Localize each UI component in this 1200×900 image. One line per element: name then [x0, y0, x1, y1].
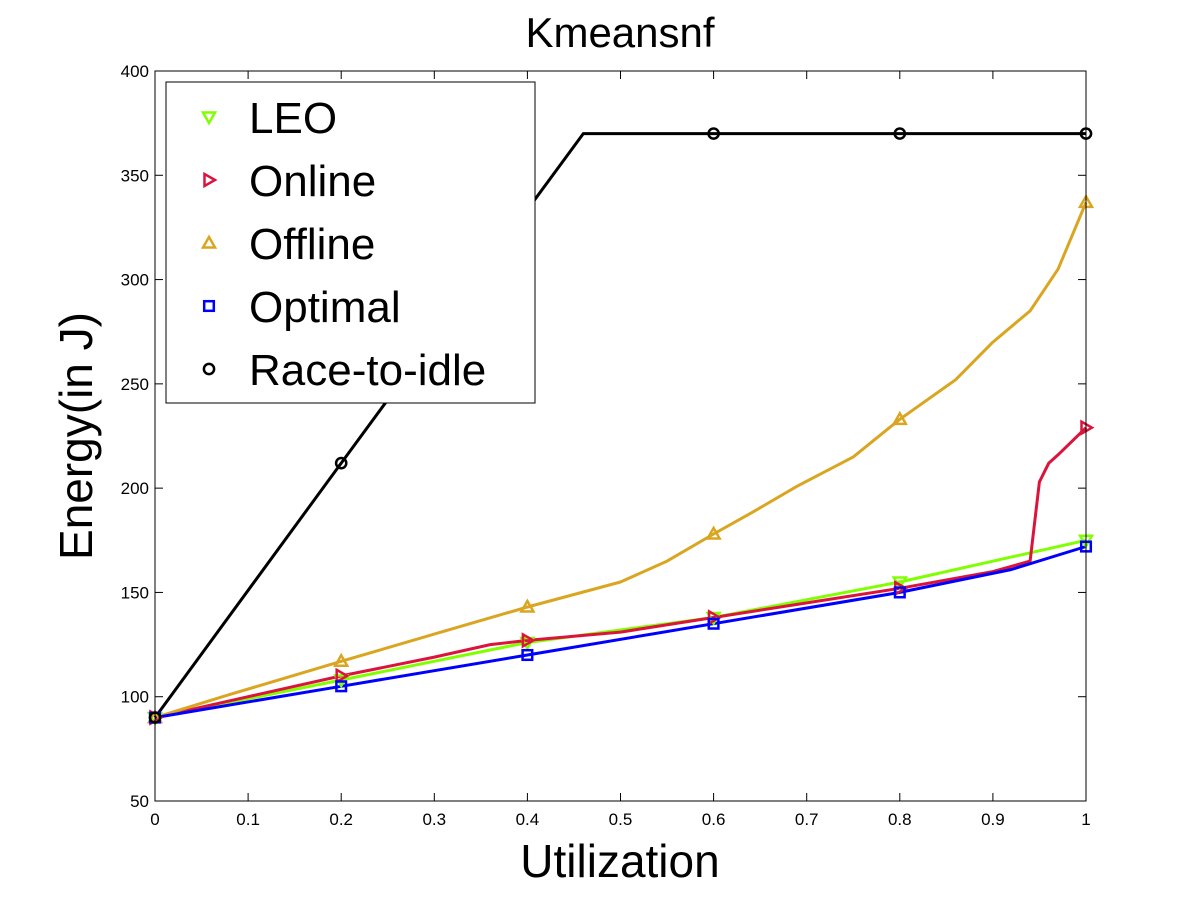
axis-ticks: 0 0.1 0.2 0.3 0.4 0.5 0.6 0.7 0.8 0.9 150100150200… — [121, 62, 1091, 829]
data-point-offline — [519, 598, 536, 613]
data-point-offline — [891, 410, 908, 426]
x-tick-label: 0.1 — [236, 810, 260, 829]
y-tick-label: 350 — [121, 166, 149, 185]
data-point-race-to-idle — [893, 127, 907, 140]
x-tick-label: 0 — [150, 810, 159, 829]
legend-marker-offline — [200, 234, 218, 249]
plot-frame — [154, 70, 1087, 802]
y-tick-label: 50 — [130, 792, 149, 811]
data-point-online — [521, 632, 536, 649]
x-tick-label: 1 — [1081, 810, 1090, 829]
legend-label-offline: Offline — [249, 220, 375, 269]
y-tick-label: 200 — [121, 479, 149, 498]
x-tick-label: 0.6 — [702, 810, 726, 829]
legend-label-online: Online — [249, 157, 376, 206]
chart-title: Kmeansnf — [525, 9, 714, 56]
data-point-online — [1080, 419, 1095, 436]
x-tick-label: 0.7 — [795, 810, 819, 829]
data-point-race-to-idle — [707, 127, 720, 140]
legend: LEO Online Offline Optimal Race-to-idle — [165, 81, 536, 404]
x-tick-label: 0.3 — [422, 810, 446, 829]
y-axis-label: Energy(in J) — [50, 312, 102, 560]
x-tick-label: 0.8 — [888, 810, 912, 829]
data-point-offline — [333, 652, 350, 668]
legend-label-leo: LEO — [249, 94, 337, 143]
data-point-optimal — [707, 617, 720, 630]
legend-label-race-to-idle: Race-to-idle — [249, 346, 486, 395]
y-tick-label: 400 — [121, 62, 149, 81]
data-point-race-to-idle — [334, 456, 348, 470]
data-point-offline — [705, 525, 722, 540]
y-tick-label: 150 — [121, 583, 149, 602]
data-point-optimal — [893, 586, 906, 599]
data-point-optimal — [521, 648, 534, 662]
legend-box — [165, 81, 536, 404]
x-tick-label: 0.2 — [329, 810, 353, 829]
x-axis-label: Utilization — [520, 835, 719, 887]
legend-marker-leo — [200, 111, 218, 126]
y-tick-label: 250 — [121, 375, 149, 394]
y-tick-label: 100 — [121, 688, 149, 707]
series-line-race-to-idle — [153, 132, 1086, 719]
series-line-offline — [154, 201, 1088, 720]
series-line-online — [154, 426, 1088, 720]
legend-label-optimal: Optimal — [249, 283, 401, 332]
data-point-online — [707, 609, 723, 626]
x-tick-label: 0.5 — [609, 810, 633, 829]
data-point-optimal — [335, 680, 348, 693]
legend-marker-optimal — [202, 299, 216, 313]
x-tick-label: 0.4 — [516, 810, 540, 829]
legend-marker-race-to-idle — [202, 362, 216, 376]
data-point-online — [335, 667, 350, 685]
legend-marker-online — [203, 171, 218, 189]
y-tick-label: 300 — [121, 271, 149, 290]
x-tick-label: 0.9 — [981, 810, 1005, 829]
series-line-leo — [154, 538, 1087, 720]
